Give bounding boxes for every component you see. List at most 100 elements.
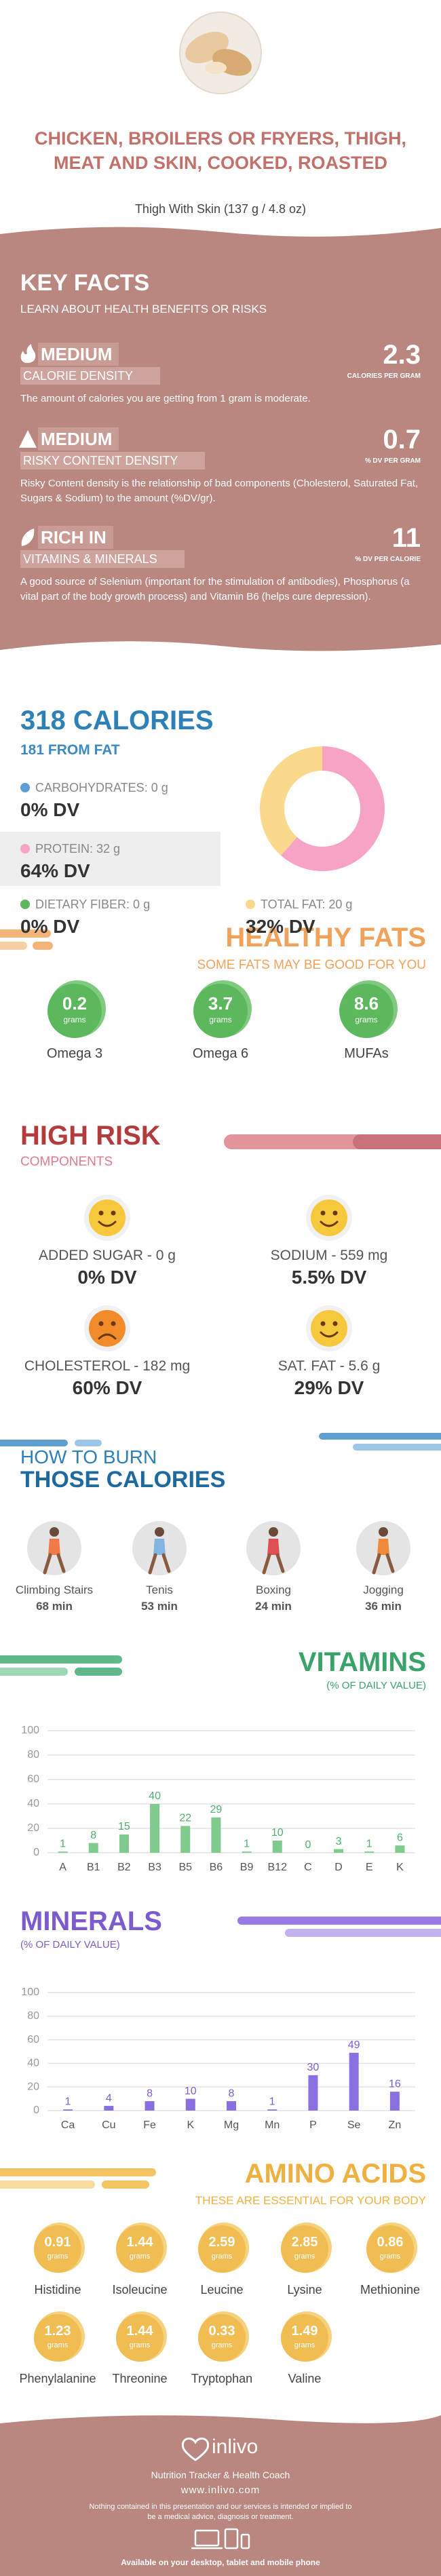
bar [334, 1849, 344, 1853]
fact-level: RICH IN [38, 526, 113, 549]
value-label: 30 [307, 2062, 320, 2073]
activity-figure [50, 1527, 59, 1537]
bar [227, 2101, 236, 2111]
nutrient-grams: 20 [328, 898, 343, 911]
x-tick-label: Ca [61, 2119, 75, 2131]
activity-time: 68 min [36, 1600, 73, 1613]
amino-unit: grams [211, 2252, 233, 2261]
fact-description: The amount of calories you are getting f… [20, 393, 311, 404]
y-tick-label: 80 [27, 1749, 39, 1761]
amino-name: Phenylalanine [19, 2372, 96, 2385]
x-tick-label: B12 [268, 1862, 288, 1873]
y-tick-label: 40 [27, 2058, 39, 2069]
section-subtitle: 181 FROM FAT [20, 742, 120, 758]
risk-dv: 0% DV [77, 1267, 137, 1288]
fat-unit: grams [63, 1015, 86, 1024]
bar [242, 1851, 252, 1853]
value-label: 0 [305, 1839, 311, 1851]
value-label: 8 [90, 1830, 96, 1841]
nutrient-name: DIETARY FIBER: [35, 898, 130, 911]
x-tick-label: Cu [102, 2119, 115, 2131]
x-tick-label: B9 [240, 1862, 254, 1873]
nutrient-grams: 32 [96, 842, 111, 856]
tagline: Nutrition Tracker & Health Coach [151, 2469, 290, 2480]
x-tick-label: K [396, 1862, 404, 1873]
section-subtitle: (% OF DAILY VALUE) [20, 1939, 120, 1950]
highlight-box [0, 832, 220, 886]
bar [58, 1851, 68, 1853]
activity-figure [153, 1539, 166, 1555]
legend-dot [20, 783, 30, 792]
fact-label: VITAMINS & MINERALS [20, 550, 185, 568]
fat-circle [339, 984, 394, 1038]
x-tick-label: B5 [178, 1862, 192, 1873]
value-label: 3 [336, 1836, 342, 1847]
bar [145, 2101, 155, 2111]
y-tick-label: 0 [33, 1847, 39, 1858]
activity-figure [377, 1539, 389, 1555]
footer-background [0, 2415, 441, 2576]
activity-figure [262, 1553, 285, 1575]
nutrient-dv: 32% DV [246, 916, 315, 937]
amino-circle [198, 2225, 246, 2273]
x-tick-label: B2 [117, 1862, 131, 1873]
value-label: 1 [269, 2096, 275, 2107]
nutrient-grams: 0 [151, 781, 158, 794]
nutrient-unit: g [143, 898, 151, 911]
amino-unit: grams [47, 2252, 69, 2261]
value-label: 49 [348, 2039, 360, 2051]
value-label: 1 [65, 2096, 71, 2107]
fact-value: 2.3 [383, 340, 421, 370]
face [311, 1310, 347, 1347]
activity-figure [269, 1527, 278, 1537]
amino-name: Threonine [112, 2372, 168, 2385]
nutrient-dv: 64% DV [20, 860, 90, 881]
risk-dv: 29% DV [294, 1377, 364, 1398]
bar [364, 1851, 375, 1853]
face [311, 1199, 347, 1236]
activity-figure [372, 1553, 395, 1575]
decor-stripes [237, 1917, 441, 1937]
value-label: 6 [397, 1832, 403, 1843]
value-label: 8 [147, 2088, 153, 2099]
section-title: HIGH RISK [20, 1121, 161, 1151]
bar [104, 2106, 114, 2111]
amino-name: Tryptophan [191, 2372, 253, 2385]
amino-value: 1.44 [126, 2324, 153, 2339]
amino-value: 0.91 [44, 2235, 71, 2250]
bar [267, 2109, 277, 2111]
section-subtitle: (% OF DAILY VALUE) [326, 1680, 426, 1691]
section-subtitle: SOME FATS MAY BE GOOD FOR YOU [197, 958, 426, 972]
fact-level: MEDIUM [38, 343, 119, 366]
fact-description: Risky Content density is the relationshi… [20, 478, 419, 504]
value-label: 40 [149, 1790, 161, 1802]
x-tick-label: Zn [389, 2119, 402, 2131]
nutrient-unit: g [345, 898, 353, 911]
activity-figure [148, 1553, 171, 1575]
fat-name: MUFAs [344, 1046, 389, 1061]
fact-icon [21, 528, 35, 546]
legend-dot [20, 844, 30, 853]
amino-circle [116, 2314, 164, 2362]
section-subtitle: COMPONENTS [20, 1155, 113, 1169]
section-title: AMINO ACIDS [244, 2159, 426, 2189]
donut-segment [259, 746, 322, 856]
fat-value: 0.2 [62, 993, 88, 1014]
activity-figure [48, 1539, 60, 1555]
bar [88, 1843, 98, 1853]
face-eye [111, 1210, 116, 1216]
section-subtitle: THESE ARE ESSENTIAL FOR YOUR BODY [195, 2194, 426, 2207]
availability: Available on your desktop, tablet and mo… [121, 2558, 320, 2567]
face [89, 1199, 126, 1236]
section-title: MINERALS [20, 1906, 162, 1936]
risk-dv: 60% DV [72, 1377, 142, 1398]
bar [308, 2075, 318, 2111]
nutrient-unit: g [113, 842, 121, 856]
face-eye [332, 1321, 338, 1326]
url: www.inlivo.com [180, 2484, 261, 2496]
amino-value: 0.33 [208, 2324, 235, 2339]
amino-unit: grams [294, 2341, 315, 2349]
value-label: 10 [271, 1827, 284, 1839]
risk-label: SAT. FAT - 5.6 g [277, 1358, 381, 1374]
section-title: HOW TO BURN [20, 1446, 157, 1467]
